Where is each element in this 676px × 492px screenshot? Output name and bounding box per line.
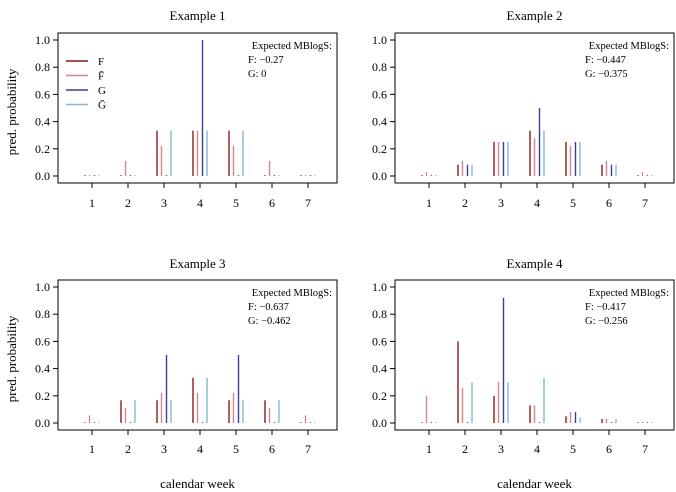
x-tick-label: 6 <box>606 196 612 210</box>
y-axis-label: pred. probability <box>4 315 19 402</box>
x-tick-label: 6 <box>269 442 275 456</box>
x-tick-label: 3 <box>498 442 504 456</box>
y-tick-label: 0.6 <box>35 334 50 348</box>
x-tick-label: 5 <box>233 196 239 210</box>
plot-frame <box>57 279 338 431</box>
x-tick-label: 7 <box>305 442 311 456</box>
panel-title: Example 3 <box>170 256 226 271</box>
legend-label: Ḡ <box>98 100 106 112</box>
panel-title: Example 2 <box>507 8 563 23</box>
y-tick-label: 1.0 <box>35 33 50 47</box>
annotation-line: F: −0.447 <box>585 55 626 66</box>
x-tick-label: 1 <box>89 196 95 210</box>
x-tick-label: 1 <box>426 196 432 210</box>
panel-title: Example 4 <box>507 256 563 271</box>
legend-label: F <box>98 56 104 68</box>
y-tick-label: 1.0 <box>35 280 50 294</box>
annotation-line: F: −0.27 <box>248 55 284 66</box>
x-tick-label: 4 <box>197 442 203 456</box>
legend-label: F̄ <box>98 70 104 82</box>
y-tick-label: 0.0 <box>35 169 50 183</box>
y-tick-label: 0.8 <box>372 307 387 321</box>
legend-label: G <box>98 85 106 97</box>
y-tick-label: 0.0 <box>35 416 50 430</box>
y-tick-label: 0.6 <box>35 87 50 101</box>
x-tick-label: 7 <box>642 196 648 210</box>
y-tick-label: 0.6 <box>372 334 387 348</box>
x-tick-label: 2 <box>462 442 468 456</box>
y-tick-label: 0.8 <box>35 307 50 321</box>
x-tick-label: 4 <box>534 442 540 456</box>
y-tick-label: 0.0 <box>372 416 387 430</box>
x-tick-label: 4 <box>534 196 540 210</box>
y-tick-label: 0.2 <box>372 389 387 403</box>
x-tick-label: 3 <box>498 196 504 210</box>
annotation-line: Expected MBlogS: <box>252 288 332 299</box>
panel-title: Example 1 <box>170 8 226 23</box>
x-tick-label: 5 <box>570 196 576 210</box>
x-axis-label: calendar week <box>497 476 572 491</box>
x-tick-label: 1 <box>426 442 432 456</box>
x-tick-label: 4 <box>197 196 203 210</box>
annotation-line: G: −0.462 <box>248 316 291 327</box>
y-tick-label: 1.0 <box>372 280 387 294</box>
x-tick-label: 2 <box>125 196 131 210</box>
annotation-line: F: −0.637 <box>248 302 289 313</box>
x-tick-label: 3 <box>161 196 167 210</box>
x-axis-label: calendar week <box>160 476 235 491</box>
annotation-line: Expected MBlogS: <box>252 41 332 52</box>
annotation-line: Expected MBlogS: <box>589 41 669 52</box>
x-tick-label: 7 <box>642 442 648 456</box>
x-tick-label: 5 <box>570 442 576 456</box>
y-tick-label: 0.8 <box>372 60 387 74</box>
y-tick-label: 0.4 <box>35 362 50 376</box>
plot-frame <box>394 32 675 184</box>
x-tick-label: 2 <box>462 196 468 210</box>
y-tick-label: 0.2 <box>35 142 50 156</box>
plot-frame <box>57 32 338 184</box>
y-tick-label: 0.6 <box>372 87 387 101</box>
x-tick-label: 6 <box>606 442 612 456</box>
y-tick-label: 0.8 <box>35 60 50 74</box>
y-tick-label: 0.2 <box>35 389 50 403</box>
x-tick-label: 5 <box>233 442 239 456</box>
annotation-line: F: −0.417 <box>585 302 626 313</box>
annotation-line: G: −0.256 <box>585 316 628 327</box>
y-tick-label: 0.4 <box>35 115 50 129</box>
y-axis-label: pred. probability <box>4 68 19 155</box>
x-tick-label: 6 <box>269 196 275 210</box>
y-tick-label: 0.4 <box>372 115 387 129</box>
y-tick-label: 0.0 <box>372 169 387 183</box>
x-tick-label: 1 <box>89 442 95 456</box>
y-tick-label: 1.0 <box>372 33 387 47</box>
y-tick-label: 0.4 <box>372 362 387 376</box>
annotation-line: G: −0.375 <box>585 69 628 80</box>
annotation-line: G: 0 <box>248 69 266 80</box>
plot-frame <box>394 279 675 431</box>
x-tick-label: 7 <box>305 196 311 210</box>
x-tick-label: 2 <box>125 442 131 456</box>
y-tick-label: 0.2 <box>372 142 387 156</box>
x-tick-label: 3 <box>161 442 167 456</box>
annotation-line: Expected MBlogS: <box>589 288 669 299</box>
